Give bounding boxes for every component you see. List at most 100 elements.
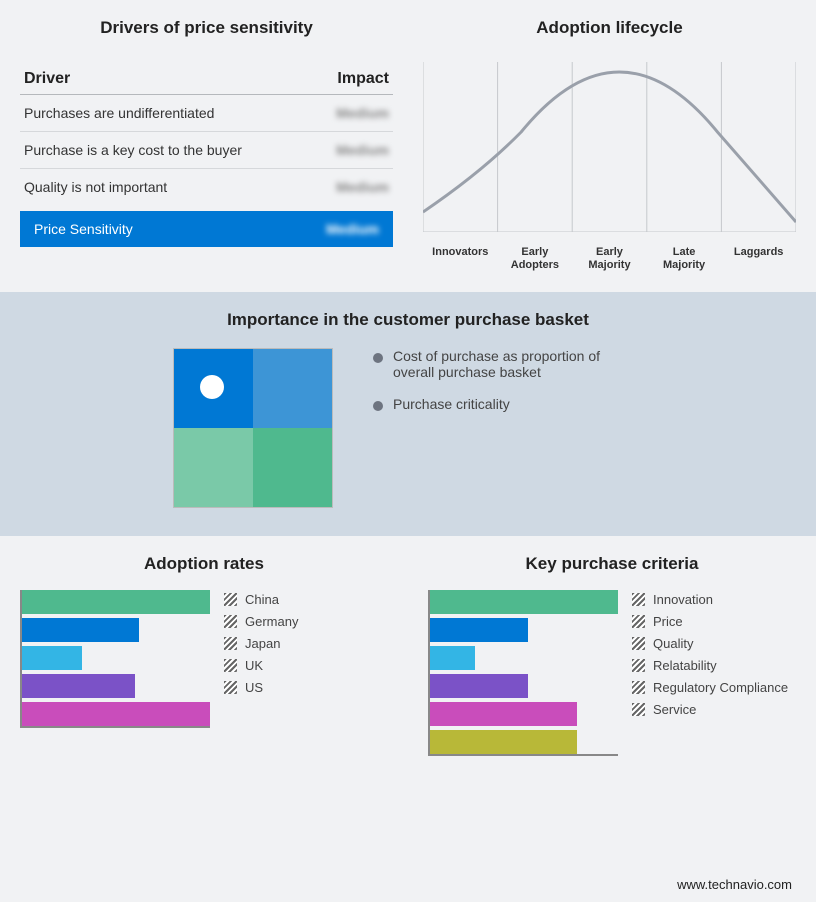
hatch-icon: [632, 703, 645, 716]
bar-fill: [430, 590, 618, 614]
bar-row: [430, 618, 618, 642]
lifecycle-labels: InnovatorsEarlyAdoptersEarlyMajorityLate…: [423, 246, 796, 272]
bar-legend-item: UK: [224, 658, 298, 673]
bar-legend-label: Service: [653, 702, 696, 717]
adoption-rates-title: Adoption rates: [20, 554, 388, 574]
quadrant-indicator-dot: [200, 375, 224, 399]
bar-row: [22, 646, 210, 670]
col-impact: Impact: [337, 70, 389, 88]
bar-row: [430, 590, 618, 614]
basket-legend-item: Purchase criticality: [373, 396, 643, 412]
driver-label: Purchases are undifferentiated: [24, 105, 214, 121]
bar-fill: [22, 590, 210, 614]
basket-legend-text: Purchase criticality: [393, 396, 510, 412]
lifecycle-title: Adoption lifecycle: [423, 18, 796, 38]
bottom-section: Adoption rates China Germany Japan UK US Key…: [0, 536, 816, 873]
hatch-icon: [224, 615, 237, 628]
bar-legend-item: Relatability: [632, 658, 788, 673]
bar-row: [430, 702, 618, 726]
key-criteria-legend: Innovation Price Quality Relatability Regula…: [632, 590, 788, 756]
bar-fill: [430, 646, 475, 670]
bar-fill: [22, 618, 139, 642]
lifecycle-panel: Adoption lifecycle InnovatorsEarlyAdopte…: [423, 18, 796, 282]
bar-fill: [430, 618, 528, 642]
lifecycle-label: EarlyMajority: [572, 246, 647, 272]
bar-legend-label: Japan: [245, 636, 280, 651]
bar-legend-label: UK: [245, 658, 263, 673]
bar-fill: [22, 702, 210, 726]
driver-label: Purchase is a key cost to the buyer: [24, 142, 242, 158]
impact-value: Medium: [336, 179, 389, 195]
lifecycle-label: EarlyAdopters: [498, 246, 573, 272]
impact-value: Medium: [336, 105, 389, 121]
hatch-icon: [224, 593, 237, 606]
drivers-row: Purchases are undifferentiated Medium: [20, 95, 393, 132]
footer-credit: www.technavio.com: [0, 873, 816, 902]
drivers-table: Driver Impact Purchases are undifferenti…: [20, 62, 393, 247]
bar-legend-item: Japan: [224, 636, 298, 651]
hatch-icon: [632, 593, 645, 606]
bar-legend-item: Quality: [632, 636, 788, 651]
lifecycle-label: Laggards: [721, 246, 796, 272]
drivers-panel: Drivers of price sensitivity Driver Impa…: [20, 18, 393, 282]
adoption-rates-panel: Adoption rates China Germany Japan UK US: [20, 554, 388, 863]
hatch-icon: [632, 615, 645, 628]
bar-fill: [22, 646, 82, 670]
drivers-title: Drivers of price sensitivity: [20, 18, 393, 38]
bar-row: [430, 674, 618, 698]
key-criteria-chart: [428, 590, 618, 756]
hatch-icon: [632, 659, 645, 672]
impact-value: Medium: [336, 142, 389, 158]
bar-row: [22, 702, 210, 726]
basket-legend-item: Cost of purchase as proportion of overal…: [373, 348, 643, 380]
key-criteria-panel: Key purchase criteria Innovation Price Qua…: [428, 554, 796, 863]
adoption-rates-chart: [20, 590, 210, 728]
hatch-icon: [224, 637, 237, 650]
bar-legend-item: Regulatory Compliance: [632, 680, 788, 695]
drivers-row: Quality is not important Medium: [20, 169, 393, 205]
bar-legend-item: Service: [632, 702, 788, 717]
lifecycle-svg: [423, 62, 796, 232]
bar-legend-label: Innovation: [653, 592, 713, 607]
col-driver: Driver: [24, 70, 70, 88]
bar-row: [430, 730, 618, 754]
bar-row: [22, 590, 210, 614]
adoption-rates-legend: China Germany Japan UK US: [224, 590, 298, 728]
bar-row: [22, 674, 210, 698]
drivers-table-header: Driver Impact: [20, 62, 393, 95]
basket-section: Importance in the customer purchase bask…: [0, 292, 816, 536]
basket-legend: Cost of purchase as proportion of overal…: [373, 348, 643, 412]
hatch-icon: [224, 659, 237, 672]
bar-legend-label: Price: [653, 614, 683, 629]
lifecycle-label: Innovators: [423, 246, 498, 272]
bar-legend-item: US: [224, 680, 298, 695]
bar-legend-label: Germany: [245, 614, 298, 629]
bar-legend-label: Regulatory Compliance: [653, 680, 788, 695]
bar-fill: [430, 730, 577, 754]
bar-legend-label: China: [245, 592, 279, 607]
bar-fill: [430, 702, 577, 726]
quadrant-br: [253, 428, 332, 507]
bar-legend-label: US: [245, 680, 263, 695]
hatch-icon: [224, 681, 237, 694]
lifecycle-chart: InnovatorsEarlyAdoptersEarlyMajorityLate…: [423, 62, 796, 282]
summary-label: Price Sensitivity: [34, 221, 133, 237]
basket-quadrant: [173, 348, 333, 508]
bar-row: [22, 618, 210, 642]
lifecycle-curve: [423, 72, 796, 222]
bar-legend-item: Innovation: [632, 592, 788, 607]
summary-value: Medium: [326, 221, 379, 237]
key-criteria-title: Key purchase criteria: [428, 554, 796, 574]
drivers-row: Purchase is a key cost to the buyer Mediu…: [20, 132, 393, 169]
lifecycle-label: LateMajority: [647, 246, 722, 272]
bullet-icon: [373, 401, 383, 411]
hatch-icon: [632, 637, 645, 650]
driver-label: Quality is not important: [24, 179, 167, 195]
quadrant-tr: [253, 349, 332, 428]
bar-legend-item: China: [224, 592, 298, 607]
bar-legend-label: Relatability: [653, 658, 717, 673]
bar-fill: [22, 674, 135, 698]
quadrant-bl: [174, 428, 253, 507]
price-sensitivity-summary: Price Sensitivity Medium: [20, 211, 393, 247]
basket-legend-text: Cost of purchase as proportion of overal…: [393, 348, 643, 380]
